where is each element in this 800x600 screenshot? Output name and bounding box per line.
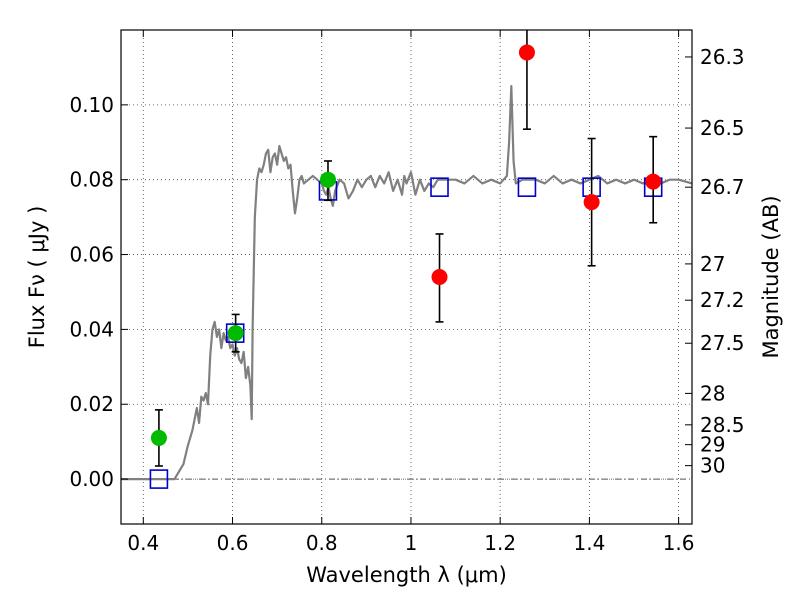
- model-spectrum-line: [121, 85, 692, 481]
- green-data-point: [150, 429, 167, 446]
- y-tick-label: 0.02: [69, 392, 114, 416]
- green-data-point: [227, 325, 244, 342]
- x-tick-label: 1.2: [484, 531, 516, 555]
- model-photometry-square: [430, 177, 449, 197]
- y-tick-label: 0.06: [69, 243, 114, 267]
- y-tick-label: 0.04: [69, 317, 114, 341]
- mag-tick-label: 28: [700, 381, 725, 405]
- mag-tick-label: 26.3: [700, 45, 745, 69]
- x-axis-label: Wavelength λ (μm): [306, 563, 507, 587]
- plot-frame: [120, 29, 693, 525]
- red-data-point: [518, 44, 535, 61]
- mag-tick-label: 28.5: [700, 413, 745, 437]
- mag-tick-label: 26.7: [700, 175, 745, 199]
- mag-tick-label: 30: [700, 454, 725, 478]
- mag-tick-label: 27.5: [700, 331, 745, 355]
- mag-tick-label: 27.2: [700, 288, 745, 312]
- plot-area: [121, 30, 692, 489]
- x-tick-label: 0.8: [306, 531, 338, 555]
- y-tick-label: 0.08: [69, 168, 114, 192]
- mag-tick-label: 26.5: [700, 116, 745, 140]
- model-photometry-square: [149, 469, 169, 489]
- red-data-point: [645, 173, 662, 190]
- x-tick-label: 0.6: [217, 531, 249, 555]
- mag-tick-label: 27: [700, 252, 725, 276]
- x-tick-label: 1: [405, 531, 418, 555]
- axis-ticks: 0.4 0.6 0.8 1 1.2 1.4 1.6 0.00 0.02 0.04 0.06 0.08 0…: [69, 30, 745, 555]
- y2-axis-label: Magnitude (AB): [759, 195, 783, 358]
- model-photometry-square: [517, 177, 537, 197]
- mag-tick-label: 29: [700, 433, 725, 457]
- red-data-point: [583, 194, 600, 211]
- y-axis-label: Flux Fν ( μJy ): [25, 206, 49, 349]
- red-data-point: [431, 269, 448, 285]
- green-data-point: [319, 171, 336, 188]
- y-tick-label: 0.10: [69, 93, 114, 117]
- y-tick-label: 0.00: [69, 467, 114, 491]
- x-tick-label: 0.4: [127, 531, 159, 555]
- clipped-plot: [121, 30, 692, 489]
- x-tick-label: 1.6: [663, 531, 695, 555]
- x-tick-label: 1.4: [573, 531, 605, 555]
